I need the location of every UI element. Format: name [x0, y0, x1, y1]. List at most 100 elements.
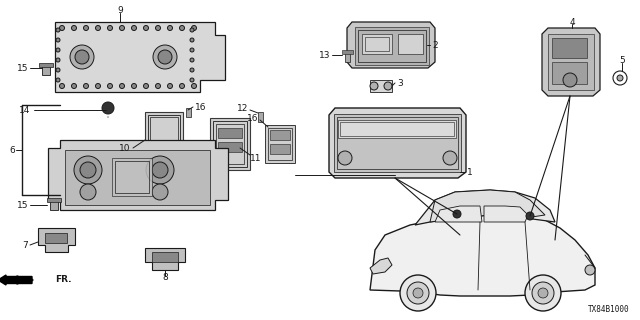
- Circle shape: [75, 50, 89, 64]
- Circle shape: [95, 26, 100, 30]
- Bar: [112, 158, 152, 196]
- Circle shape: [179, 84, 184, 89]
- Circle shape: [190, 48, 194, 52]
- Circle shape: [108, 84, 113, 89]
- Circle shape: [532, 282, 554, 304]
- Circle shape: [453, 210, 461, 218]
- Circle shape: [108, 26, 113, 30]
- Bar: [265, 125, 295, 163]
- Circle shape: [563, 73, 577, 87]
- Polygon shape: [347, 22, 435, 68]
- Circle shape: [384, 82, 392, 90]
- Polygon shape: [370, 258, 392, 274]
- Circle shape: [156, 26, 161, 30]
- Circle shape: [443, 151, 457, 165]
- Polygon shape: [430, 190, 545, 222]
- Circle shape: [120, 26, 125, 30]
- Circle shape: [60, 84, 65, 89]
- Bar: [150, 117, 178, 152]
- Circle shape: [70, 45, 94, 69]
- Circle shape: [80, 184, 96, 200]
- Bar: [270, 144, 290, 154]
- Circle shape: [80, 162, 96, 178]
- Text: 5: 5: [619, 55, 625, 65]
- Circle shape: [168, 26, 173, 30]
- Circle shape: [72, 26, 77, 30]
- Circle shape: [131, 84, 136, 89]
- Circle shape: [191, 26, 196, 30]
- Text: 14: 14: [19, 106, 30, 115]
- Text: 1: 1: [467, 167, 473, 177]
- Circle shape: [191, 84, 196, 89]
- Text: 3: 3: [397, 78, 403, 87]
- Bar: [370, 80, 392, 92]
- Polygon shape: [484, 206, 528, 222]
- Circle shape: [407, 282, 429, 304]
- Bar: [218, 142, 242, 152]
- Text: 15: 15: [17, 201, 28, 210]
- Text: FR.: FR.: [55, 276, 72, 284]
- Bar: [152, 252, 178, 262]
- Polygon shape: [38, 228, 75, 252]
- Circle shape: [526, 212, 534, 220]
- Circle shape: [413, 288, 423, 298]
- Bar: [47, 198, 61, 202]
- Polygon shape: [55, 22, 225, 92]
- Text: 11: 11: [250, 154, 262, 163]
- Text: 16: 16: [246, 114, 258, 123]
- Circle shape: [190, 78, 194, 82]
- Circle shape: [190, 58, 194, 62]
- Bar: [362, 34, 392, 54]
- Bar: [398, 34, 423, 54]
- Circle shape: [56, 68, 60, 72]
- Text: 10: 10: [118, 143, 130, 153]
- Text: 2: 2: [432, 41, 438, 50]
- Bar: [115, 161, 149, 193]
- Polygon shape: [329, 108, 466, 178]
- Text: 16: 16: [195, 102, 207, 111]
- Bar: [39, 63, 53, 67]
- Circle shape: [525, 275, 561, 311]
- Circle shape: [338, 151, 352, 165]
- Polygon shape: [415, 190, 555, 225]
- Bar: [210, 118, 250, 170]
- Polygon shape: [48, 140, 228, 210]
- Text: TX84B1000: TX84B1000: [588, 305, 630, 314]
- Bar: [270, 130, 290, 140]
- Bar: [213, 121, 247, 167]
- Circle shape: [153, 45, 177, 69]
- Text: 12: 12: [237, 103, 248, 113]
- Circle shape: [83, 84, 88, 89]
- Circle shape: [56, 58, 60, 62]
- Circle shape: [56, 28, 60, 32]
- Circle shape: [56, 38, 60, 42]
- Bar: [345, 52, 350, 62]
- Circle shape: [102, 102, 114, 114]
- Polygon shape: [542, 28, 600, 96]
- Text: 8: 8: [162, 274, 168, 283]
- Polygon shape: [435, 206, 482, 222]
- Circle shape: [143, 26, 148, 30]
- Bar: [365, 37, 389, 51]
- Bar: [258, 112, 263, 122]
- Bar: [342, 50, 353, 54]
- Text: 6: 6: [9, 146, 15, 155]
- Circle shape: [585, 265, 595, 275]
- Circle shape: [400, 275, 436, 311]
- Circle shape: [538, 288, 548, 298]
- Circle shape: [168, 84, 173, 89]
- Bar: [355, 27, 429, 65]
- Bar: [552, 38, 587, 58]
- Circle shape: [158, 50, 172, 64]
- Circle shape: [190, 68, 194, 72]
- Circle shape: [83, 26, 88, 30]
- Polygon shape: [370, 212, 595, 296]
- Circle shape: [156, 84, 161, 89]
- Bar: [145, 112, 183, 157]
- Polygon shape: [145, 248, 185, 270]
- Bar: [268, 128, 292, 160]
- Bar: [552, 62, 587, 84]
- Bar: [337, 117, 458, 169]
- Text: 15: 15: [17, 63, 28, 73]
- Bar: [340, 122, 454, 136]
